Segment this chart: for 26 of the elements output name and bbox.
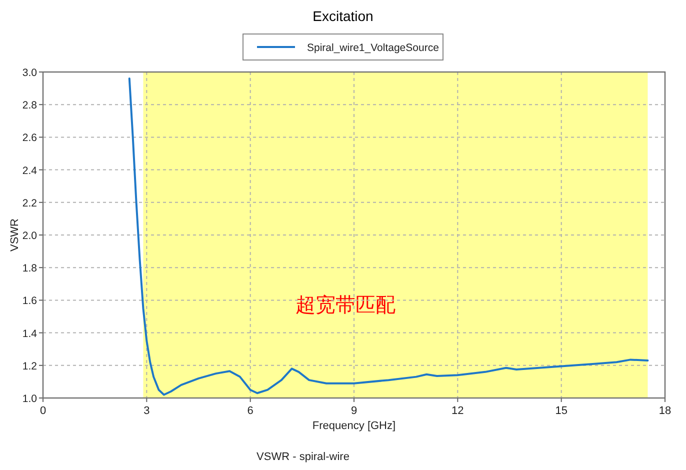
- text: VSWR - spiral-wire: [256, 451, 350, 463]
- legend: Spiral_wire1_VoltageSource: [242, 34, 444, 60]
- x-tick-label: 3: [144, 405, 150, 417]
- y-tick-label: 2.8: [22, 100, 38, 112]
- x-tick-label: 18: [658, 405, 672, 417]
- x-tick-label: 12: [452, 405, 464, 417]
- y-tick-label: 1.2: [22, 360, 38, 372]
- y-tick-label: 3.0: [22, 67, 38, 79]
- y-tick-label: 1.4: [22, 328, 38, 340]
- y-tick-label: 2.4: [22, 164, 38, 177]
- x-axis-title: Frequency [GHz]: [312, 420, 396, 432]
- y-tick-label: 1.8: [22, 262, 38, 275]
- y-tick-label: 2.6: [22, 132, 38, 144]
- y-tick-label: 1.0: [22, 393, 38, 405]
- band-label: 超宽带匹配: [295, 294, 396, 317]
- y-tick-label: 2.2: [22, 197, 38, 210]
- x-tick-label: 15: [555, 405, 568, 417]
- x-tick-label: 9: [350, 405, 358, 417]
- y-tick-label: 2.0: [22, 230, 38, 242]
- y-axis-title: VSWR: [9, 218, 21, 252]
- x-tick-label: 6: [247, 405, 254, 417]
- y-tick-label: 1.6: [22, 295, 38, 308]
- x-tick-label: 0: [40, 405, 46, 417]
- legend-label: Spiral_wire1_VoltageSource: [307, 42, 440, 54]
- band: 超宽带匹配: [143, 72, 648, 398]
- chart-title: Excitation: [312, 8, 374, 24]
